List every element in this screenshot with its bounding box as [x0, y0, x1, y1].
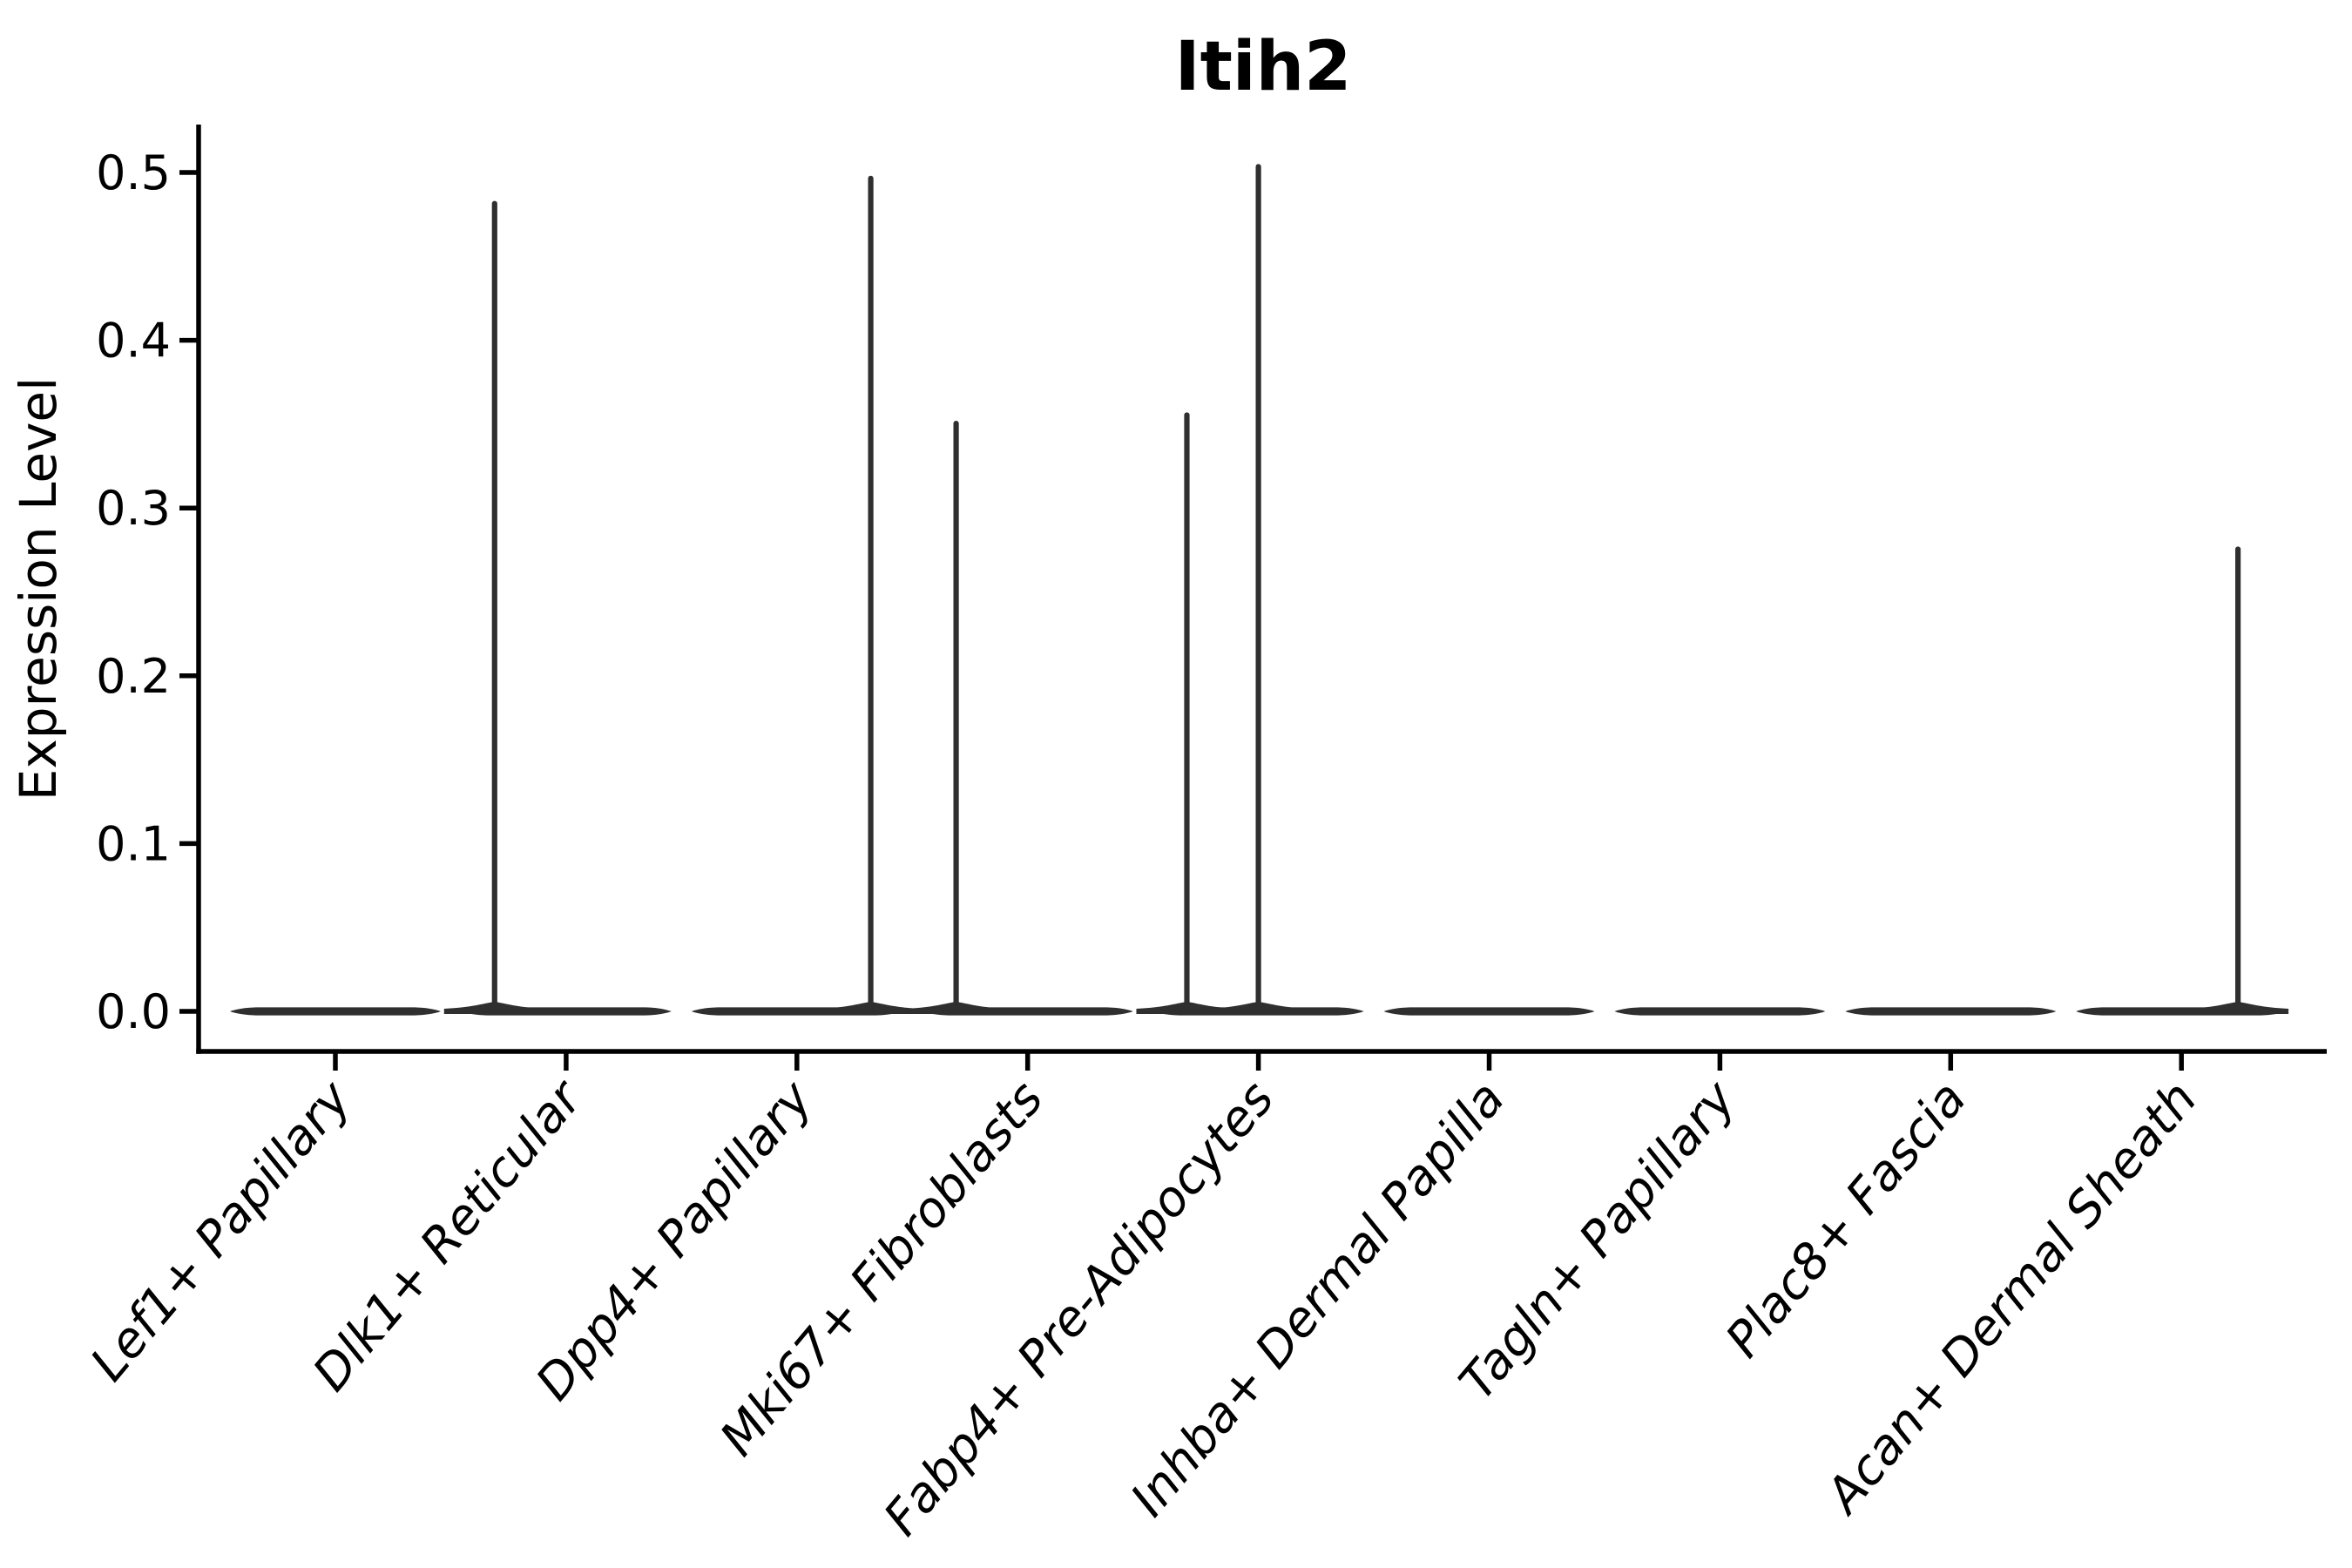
violin-body	[230, 1007, 441, 1016]
x-tick-label: Acan+ Dermal Sheath	[1814, 1071, 2208, 1525]
y-tick-label: 0.3	[96, 481, 171, 536]
violin-body	[1845, 1007, 2057, 1016]
violin-group	[905, 420, 1133, 1016]
x-tick-label: Plac8+ Fascia	[1715, 1071, 1977, 1368]
y-tick-label: 0.2	[96, 649, 171, 704]
y-tick-label: 0.1	[96, 816, 171, 871]
violin-group	[2076, 546, 2289, 1016]
chart-title: Itih2	[1175, 28, 1352, 106]
y-tick-label: 0.5	[96, 145, 171, 200]
violin-group	[1383, 1007, 1595, 1016]
violin-group	[691, 175, 922, 1016]
y-tick-label: 0.4	[96, 314, 171, 368]
violins-layer	[230, 164, 2289, 1016]
violin-group	[230, 1007, 441, 1016]
violin-group	[443, 200, 672, 1016]
violin-group	[1614, 1007, 1826, 1016]
x-tick-label: Inhba+ Dermal Papilla	[1120, 1071, 1516, 1527]
violin-body	[1383, 1007, 1595, 1016]
violin-body	[1614, 1007, 1826, 1016]
violin-group	[1136, 164, 1364, 1016]
y-tick-label: 0.0	[96, 984, 171, 1039]
violin-group	[1845, 1007, 2057, 1016]
y-axis-label: Expression Level	[9, 377, 68, 801]
x-tick-label: Fabp4+ Pre-Adipocytes	[873, 1071, 1285, 1546]
